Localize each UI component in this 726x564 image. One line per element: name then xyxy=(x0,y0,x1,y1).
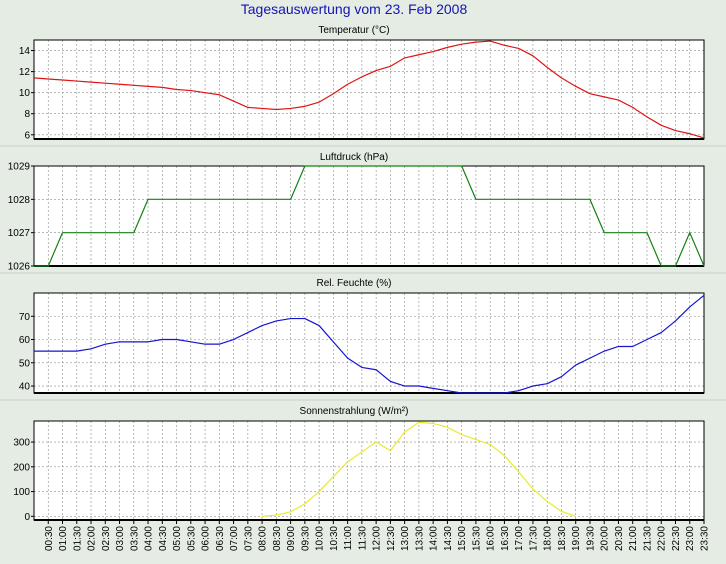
x-tick-label: 06:00 xyxy=(201,526,212,551)
y-tick-label: 14 xyxy=(19,46,31,57)
x-tick-label: 03:30 xyxy=(129,526,140,551)
x-tick-label: 13:00 xyxy=(400,526,411,551)
y-tick-label: 1029 xyxy=(8,162,31,173)
chart-humidity: Rel. Feuchte (%) 40 50 60 70 xyxy=(19,278,705,394)
series-line-radiation xyxy=(262,421,576,517)
x-tick-label: 01:30 xyxy=(72,526,83,551)
y-tick-label: 1028 xyxy=(8,195,31,206)
y-tick-label: 12 xyxy=(19,67,31,78)
x-tick-label: 06:30 xyxy=(215,526,226,551)
y-tick-label: 8 xyxy=(24,109,30,120)
y-tick-label: 40 xyxy=(19,382,31,393)
x-tick-label: 12:00 xyxy=(372,526,383,551)
x-tick-label: 16:30 xyxy=(500,526,511,551)
x-tick-label: 18:30 xyxy=(557,526,568,551)
x-tick-label: 11:30 xyxy=(357,526,368,551)
x-tick-label: 07:30 xyxy=(243,526,254,551)
x-tick-label: 05:30 xyxy=(186,526,197,551)
x-tick-label: 14:00 xyxy=(429,526,440,551)
y-tick-label: 1026 xyxy=(8,262,31,273)
y-tick-label: 50 xyxy=(19,358,31,369)
x-tick-label: 10:00 xyxy=(315,526,326,551)
x-tick-label: 21:30 xyxy=(642,526,653,551)
plot-area-pressure xyxy=(34,166,704,266)
y-tick-label: 10 xyxy=(19,88,31,99)
chart-pressure: Luftdruck (hPa) 1026 1027 1028 1029 xyxy=(8,152,705,273)
y-tick-label: 70 xyxy=(19,312,31,323)
y-tick-label: 200 xyxy=(13,462,30,473)
y-tick-label: 300 xyxy=(13,438,30,449)
x-tick-label: 17:00 xyxy=(514,526,525,551)
x-tick-label: 07:00 xyxy=(229,526,240,551)
chart-temperature: Temperatur (°C) 6 8 10 12 14 xyxy=(19,25,705,141)
y-tick-label: 0 xyxy=(24,512,30,523)
x-tick-label: 19:30 xyxy=(585,526,596,551)
x-tick-label: 19:00 xyxy=(571,526,582,551)
chart-title-radiation: Sonnenstrahlung (W/m²) xyxy=(300,406,409,417)
x-tick-label: 01:00 xyxy=(58,526,69,551)
x-tick-label: 08:00 xyxy=(258,526,269,551)
x-tick-label: 02:00 xyxy=(87,526,98,551)
x-tick-label: 17:30 xyxy=(528,526,539,551)
x-tick-label: 20:00 xyxy=(600,526,611,551)
y-tick-label: 60 xyxy=(19,335,31,346)
series-line-pressure xyxy=(34,165,705,267)
chart-title-humidity: Rel. Feuchte (%) xyxy=(316,278,391,289)
x-tick-label: 02:30 xyxy=(101,526,112,551)
x-tick-label: 04:30 xyxy=(158,526,169,551)
chart-radiation: Sonnenstrahlung (W/m²) 0 100 200 300 xyxy=(13,406,705,523)
x-tick-label: 11:00 xyxy=(343,526,354,551)
x-tick-label: 23:00 xyxy=(685,526,696,551)
plot-area-temperature xyxy=(34,40,704,139)
x-tick-label: 14:30 xyxy=(443,526,454,551)
x-tick-label: 05:00 xyxy=(172,526,183,551)
series-line-temperature xyxy=(33,40,705,139)
plot-area-humidity xyxy=(34,293,704,393)
chart-title-temperature: Temperatur (°C) xyxy=(318,25,389,36)
x-tick-label: 16:00 xyxy=(486,526,497,551)
x-tick-label: 10:30 xyxy=(329,526,340,551)
chart-title-pressure: Luftdruck (hPa) xyxy=(320,152,388,163)
x-tick-label: 21:00 xyxy=(628,526,639,551)
x-tick-label: 08:30 xyxy=(272,526,283,551)
x-tick-label: 15:00 xyxy=(457,526,468,551)
x-tick-label: 22:30 xyxy=(671,526,682,551)
series-line-humidity xyxy=(34,294,705,394)
x-tick-label: 13:30 xyxy=(414,526,425,551)
x-tick-label: 00:30 xyxy=(44,526,55,551)
x-tick-label: 03:00 xyxy=(115,526,126,551)
x-tick-label: 12:30 xyxy=(386,526,397,551)
x-tick-label: 09:30 xyxy=(300,526,311,551)
x-tick-label: 23:30 xyxy=(700,526,711,551)
x-tick-label: 15:30 xyxy=(471,526,482,551)
x-tick-label: 22:00 xyxy=(657,526,668,551)
charts: Temperatur (°C) 6 8 10 12 14 Luftdruck (hPa) 10… xyxy=(0,25,726,523)
x-tick-label: 18:00 xyxy=(543,526,554,551)
x-tick-label: 04:00 xyxy=(144,526,155,551)
time-axis: 00:30 01:00 01:30 02:00 02:30 03:00 03:30 04:00… xyxy=(44,520,711,551)
y-tick-label: 100 xyxy=(13,487,30,498)
plot-area-radiation xyxy=(34,421,704,520)
y-tick-label: 1027 xyxy=(8,228,31,239)
x-tick-label: 20:30 xyxy=(614,526,625,551)
x-tick-label: 09:00 xyxy=(286,526,297,551)
y-tick-label: 6 xyxy=(24,130,30,141)
page-title: Tagesauswertung vom 23. Feb 2008 xyxy=(241,1,468,17)
